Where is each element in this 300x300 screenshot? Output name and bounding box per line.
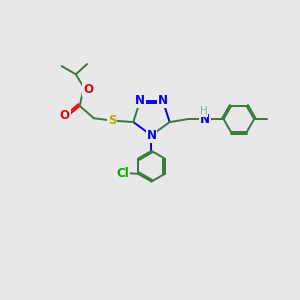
Text: O: O [83,83,93,96]
Text: O: O [60,110,70,122]
Text: N: N [200,112,210,126]
Text: N: N [135,94,145,107]
Text: Cl: Cl [116,167,129,180]
Text: N: N [146,129,157,142]
Text: N: N [158,94,168,107]
Text: S: S [108,114,116,127]
Text: H: H [200,106,207,116]
